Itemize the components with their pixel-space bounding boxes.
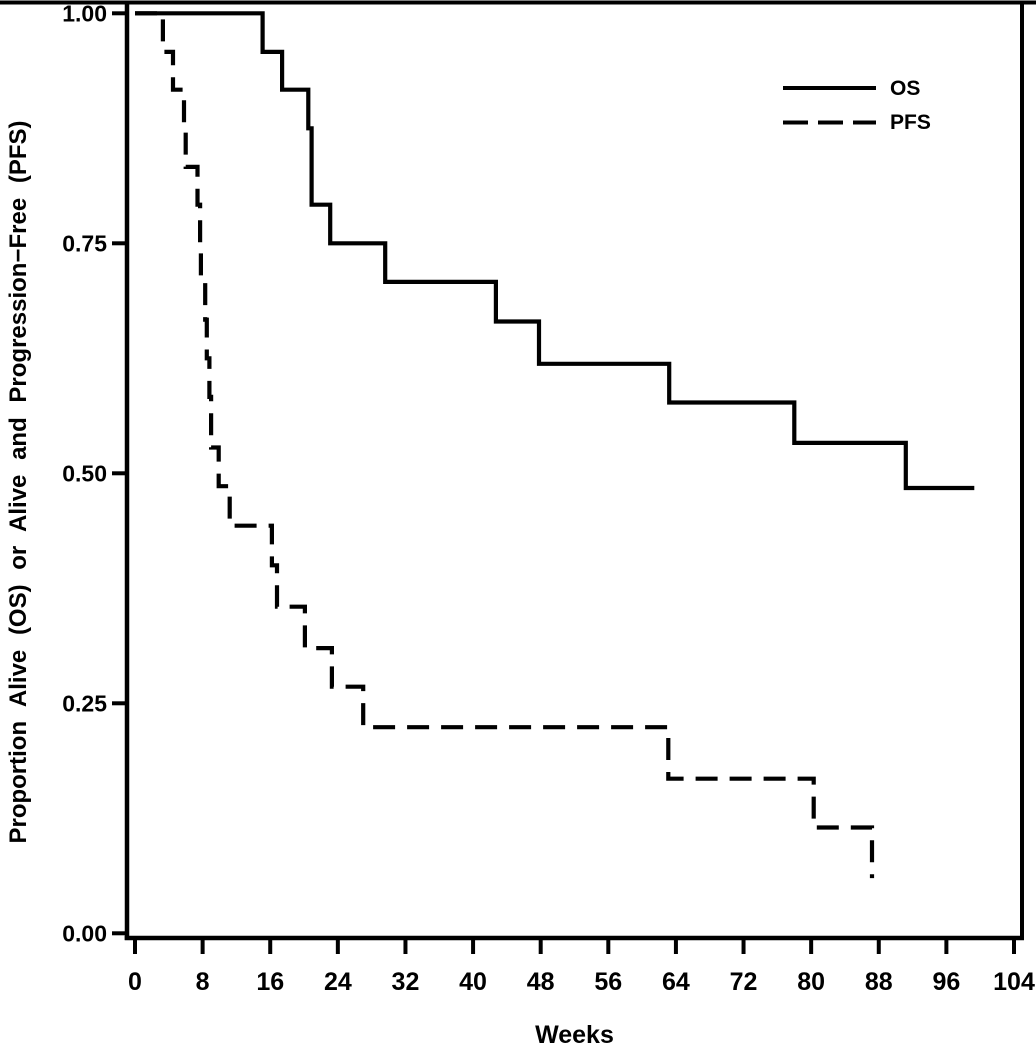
legend-label-os: OS	[890, 77, 921, 100]
x-axis-title: Weeks	[535, 1021, 614, 1049]
y-tick-label-0.00: 0.00	[62, 920, 107, 946]
x-tick-label-24: 24	[324, 968, 352, 996]
x-tick-label-56: 56	[594, 968, 622, 996]
x-tick-label-64: 64	[662, 968, 690, 996]
x-tick-label-48: 48	[527, 968, 555, 996]
x-tick-label-0: 0	[128, 968, 142, 996]
x-tick-label-96: 96	[932, 968, 960, 996]
y-tick-label-0.75: 0.75	[62, 230, 107, 256]
y-tick-label-0.50: 0.50	[62, 460, 107, 486]
x-tick-label-72: 72	[730, 968, 758, 996]
y-tick-label-1.00: 1.00	[62, 0, 107, 26]
x-tick-label-32: 32	[392, 968, 420, 996]
x-tick-label-80: 80	[797, 968, 825, 996]
x-tick-label-16: 16	[256, 968, 284, 996]
legend-label-pfs: PFS	[890, 111, 931, 134]
pfs-curve	[135, 11, 875, 879]
y-tick-label-0.25: 0.25	[62, 690, 107, 716]
os-curve	[135, 11, 975, 491]
y-axis-title: Proportion Alive (OS) or Alive and Progr…	[5, 120, 32, 844]
x-tick-label-88: 88	[865, 968, 893, 996]
x-tick-label-8: 8	[196, 968, 210, 996]
x-tick-label-40: 40	[459, 968, 487, 996]
x-tick-label-104: 104	[993, 968, 1035, 996]
